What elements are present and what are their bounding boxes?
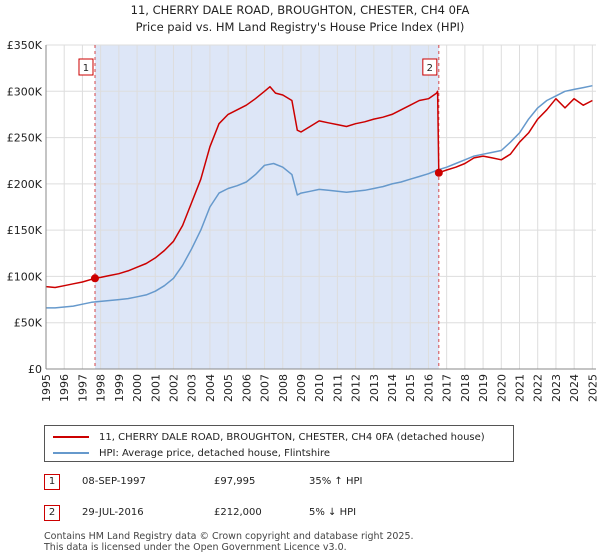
y-tick-label: £300K <box>7 85 43 98</box>
legend-item-property: 11, CHERRY DALE ROAD, BROUGHTON, CHESTER… <box>53 429 485 445</box>
x-tick-label: 1997 <box>76 374 89 402</box>
y-tick-label: £100K <box>7 270 43 283</box>
sale-hpi-diff: 35% ↑ HPI <box>309 476 363 487</box>
y-tick-label: £350K <box>7 39 43 52</box>
x-tick-label: 2021 <box>514 374 527 402</box>
y-tick-label: £50K <box>14 317 43 330</box>
ownership-shade <box>94 45 439 369</box>
footer-attribution: Contains HM Land Registry data © Crown c… <box>44 531 414 553</box>
sale-label-box <box>422 58 438 76</box>
hpi-series-line <box>46 84 593 309</box>
y-tick-label: £150K <box>7 224 43 237</box>
x-tick-label: 2010 <box>313 374 326 402</box>
x-tick-label: 2015 <box>404 374 417 402</box>
x-tick-label: 2019 <box>477 374 490 402</box>
sale-price: £97,995 <box>214 476 256 487</box>
x-tick-label: 2003 <box>186 374 199 402</box>
x-tick-label: 2011 <box>331 374 344 402</box>
x-tick-label: 2006 <box>240 374 253 402</box>
x-tick-label: 2020 <box>495 374 508 402</box>
x-tick-label: 1996 <box>58 374 71 402</box>
sale-date: 08-SEP-1997 <box>82 476 146 487</box>
x-tick-label: 2016 <box>422 374 435 402</box>
x-tick-label: 2025 <box>586 374 599 402</box>
sale-number-badge: 2 <box>44 505 60 521</box>
y-tick-label: £250K <box>7 132 43 145</box>
sale-hpi-diff: 5% ↓ HPI <box>309 507 357 518</box>
x-tick-label: 2018 <box>459 374 472 402</box>
y-tick-label: £200K <box>7 178 43 191</box>
sale-price: £212,000 <box>214 507 262 518</box>
sale-row: 1 08-SEP-1997 £97,995 35% ↑ HPI <box>44 474 444 492</box>
legend-label-hpi: HPI: Average price, detached house, Flin… <box>99 447 331 459</box>
sale-point <box>90 274 99 283</box>
footer-line-2: This data is licensed under the Open Gov… <box>44 542 347 553</box>
x-tick-label: 2001 <box>149 374 162 402</box>
legend-swatch-property <box>53 436 89 438</box>
legend-item-hpi: HPI: Average price, detached house, Flin… <box>53 445 330 461</box>
x-tick-label: 1999 <box>113 374 126 402</box>
property-series-line <box>45 85 593 289</box>
x-tick-label: 2000 <box>131 374 144 402</box>
x-tick-label: 2022 <box>532 374 545 402</box>
x-tick-label: 2012 <box>350 374 363 402</box>
chart-title: 11, CHERRY DALE ROAD, BROUGHTON, CHESTER… <box>131 3 470 17</box>
x-tick-label: 2004 <box>204 374 217 402</box>
x-tick-label: 2002 <box>167 374 180 402</box>
y-tick-label: £0 <box>28 363 42 376</box>
sale-row: 2 29-JUL-2016 £212,000 5% ↓ HPI <box>44 505 444 523</box>
footer-line-1: Contains HM Land Registry data © Crown c… <box>44 531 414 542</box>
x-tick-label: 2009 <box>295 374 308 402</box>
x-tick-label: 2013 <box>368 374 381 402</box>
x-tick-label: 2024 <box>568 374 581 402</box>
x-tick-label: 2017 <box>441 374 454 402</box>
x-tick-label: 2007 <box>259 374 272 402</box>
x-tick-label: 2008 <box>277 374 290 402</box>
x-tick-label: 1995 <box>40 374 53 402</box>
sale-number-badge: 1 <box>44 474 60 490</box>
chart-subtitle: Price paid vs. HM Land Registry's House … <box>136 20 465 34</box>
x-tick-label: 1998 <box>95 374 108 402</box>
sale-label: 2 <box>427 63 433 74</box>
legend-label-property: 11, CHERRY DALE ROAD, BROUGHTON, CHESTER… <box>99 431 485 443</box>
legend: 11, CHERRY DALE ROAD, BROUGHTON, CHESTER… <box>44 425 514 462</box>
legend-swatch-hpi <box>53 452 89 454</box>
sale-label: 1 <box>83 63 89 74</box>
price-chart: 11, CHERRY DALE ROAD, BROUGHTON, CHESTER… <box>7 3 600 402</box>
sale-date: 29-JUL-2016 <box>82 507 144 518</box>
sale-point <box>434 168 443 177</box>
x-tick-label: 2023 <box>550 374 563 402</box>
x-tick-label: 2014 <box>386 374 399 402</box>
x-tick-label: 2005 <box>222 374 235 402</box>
sale-label-box <box>78 58 94 76</box>
